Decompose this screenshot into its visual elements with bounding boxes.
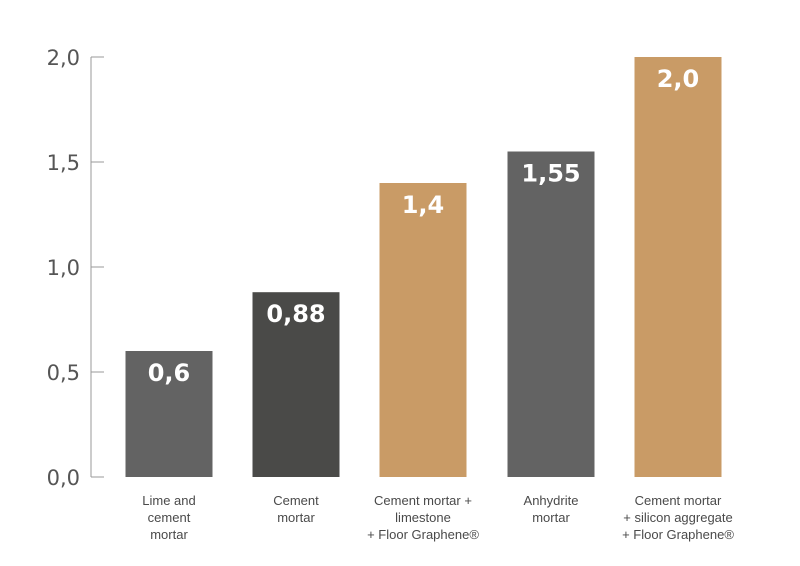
bar [634, 57, 722, 477]
x-category-label: Cement mortar + limestone + Floor Graphene… [367, 493, 479, 542]
y-tick-label: 0,0 [47, 466, 80, 490]
category-labels: Lime and cement mortar Cement mortar Cement m… [142, 493, 734, 542]
bar-value-label: 1,4 [402, 191, 445, 219]
y-tick-label: 0,5 [47, 361, 80, 385]
bar-value-label: 1,55 [521, 160, 580, 188]
bar [252, 292, 340, 477]
bar [507, 151, 595, 477]
x-category-label: Cement mortar + silicon aggregate + Floor … [622, 493, 734, 542]
x-category-label: Anhydrite mortar [524, 493, 579, 525]
bar [125, 351, 213, 477]
bar-value-label: 0,88 [266, 300, 325, 328]
x-category-label: Lime and cement mortar [142, 493, 195, 542]
bar-value-label: 0,6 [148, 359, 191, 387]
y-tick-label: 2,0 [47, 46, 80, 70]
y-axis: 0,0 0,5 1,0 1,5 2,0 [47, 46, 104, 490]
bar [379, 183, 467, 477]
bar-value-label: 2,0 [657, 65, 700, 93]
y-tick-label: 1,5 [47, 151, 80, 175]
y-tick-label: 1,0 [47, 256, 80, 280]
bars: 0,6 0,88 1,4 1,55 2,0 [125, 57, 722, 477]
x-category-label: Cement mortar [273, 493, 319, 525]
